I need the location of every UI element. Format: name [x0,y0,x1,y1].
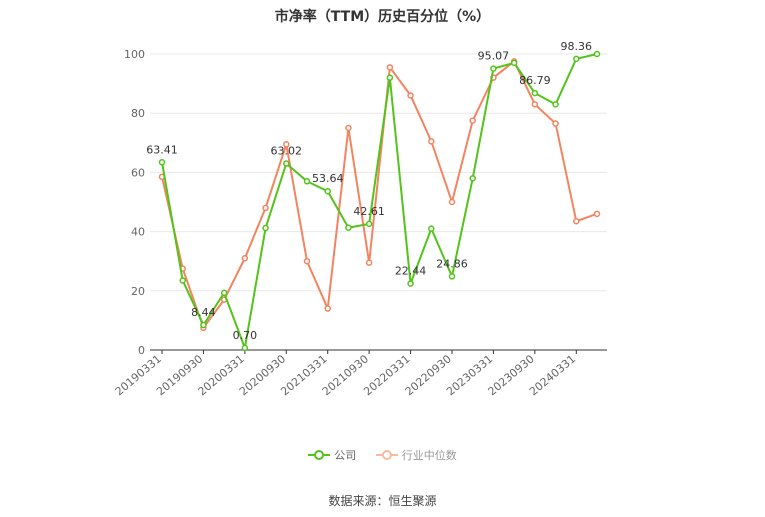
data-point [324,305,331,312]
x-tick-label: 20240331 [527,352,578,398]
data-point [407,280,414,287]
data-label: 63.02 [271,144,303,157]
data-label: 0.70 [233,329,258,342]
data-point [345,124,352,132]
series-lines [158,50,601,352]
data-point [448,198,456,206]
data-point [428,138,435,145]
data-source: 数据来源：恒生聚源 [328,494,437,508]
data-label: 63.41 [146,143,178,156]
data-point [303,257,311,265]
y-tick-label: 60 [131,166,145,179]
legend-item-company[interactable]: 公司 [308,447,356,463]
data-label: 8.44 [191,306,216,319]
data-label: 98.36 [561,40,593,53]
y-tick-label: 80 [131,107,145,120]
legend-marker-industry-icon [375,450,398,460]
data-point [179,277,186,284]
data-point [573,217,580,225]
data-point [510,59,518,67]
y-tick-label: 20 [131,285,145,298]
data-label: 22.44 [395,265,427,278]
data-point [386,74,394,81]
data-point [552,120,559,127]
legend-item-industry-median[interactable]: 行业中位数 [375,447,457,463]
series-line [161,53,598,352]
y-tick-label: 40 [131,226,145,239]
data-point [593,50,601,58]
data-point [241,344,249,352]
data-label: 95.07 [478,50,510,63]
data-point [283,141,290,148]
data-point [428,225,435,232]
data-point [531,101,539,108]
data-point [365,259,373,266]
data-point [531,89,539,97]
data-point [365,220,373,228]
data-point [386,64,394,71]
data-point [490,65,497,72]
y-tick-label: 0 [138,344,145,357]
data-label: 24.86 [436,257,468,270]
legend: 公司 行业中位数 [0,447,765,464]
data-point [303,178,311,185]
legend-marker-company-icon [308,450,331,460]
data-point [573,55,580,63]
data-label: 42.61 [353,205,385,218]
data-point [262,224,269,232]
data-point [469,117,476,124]
data-point [407,92,414,99]
data-label: 53.64 [312,172,344,185]
legend-label-company: 公司 [334,449,357,462]
data-label: 86.79 [519,74,551,87]
data-point [469,175,476,182]
data-point [283,160,290,167]
data-point [262,204,269,212]
data-point [448,273,456,280]
data-point [552,101,559,108]
x-axis: 2019033120190930202003312020093020210331… [113,349,607,398]
data-point [158,159,166,166]
data-point [220,289,228,297]
data-point [345,224,352,232]
series-line [161,59,598,330]
data-labels: 63.41 8.44 0.70 63.02 53.64 42.61 22.44 24.86 95… [146,40,592,342]
data-point [241,254,249,262]
y-tick-label: 100 [124,48,145,61]
data-point [324,187,331,195]
legend-label-industry-median: 行业中位数 [401,449,457,462]
chart-title: 市净率（TTM）历史百分位（%） [274,9,491,25]
y-axis: 0 20 40 60 80 100 [124,48,145,357]
data-point [593,210,601,218]
data-point [200,321,207,329]
